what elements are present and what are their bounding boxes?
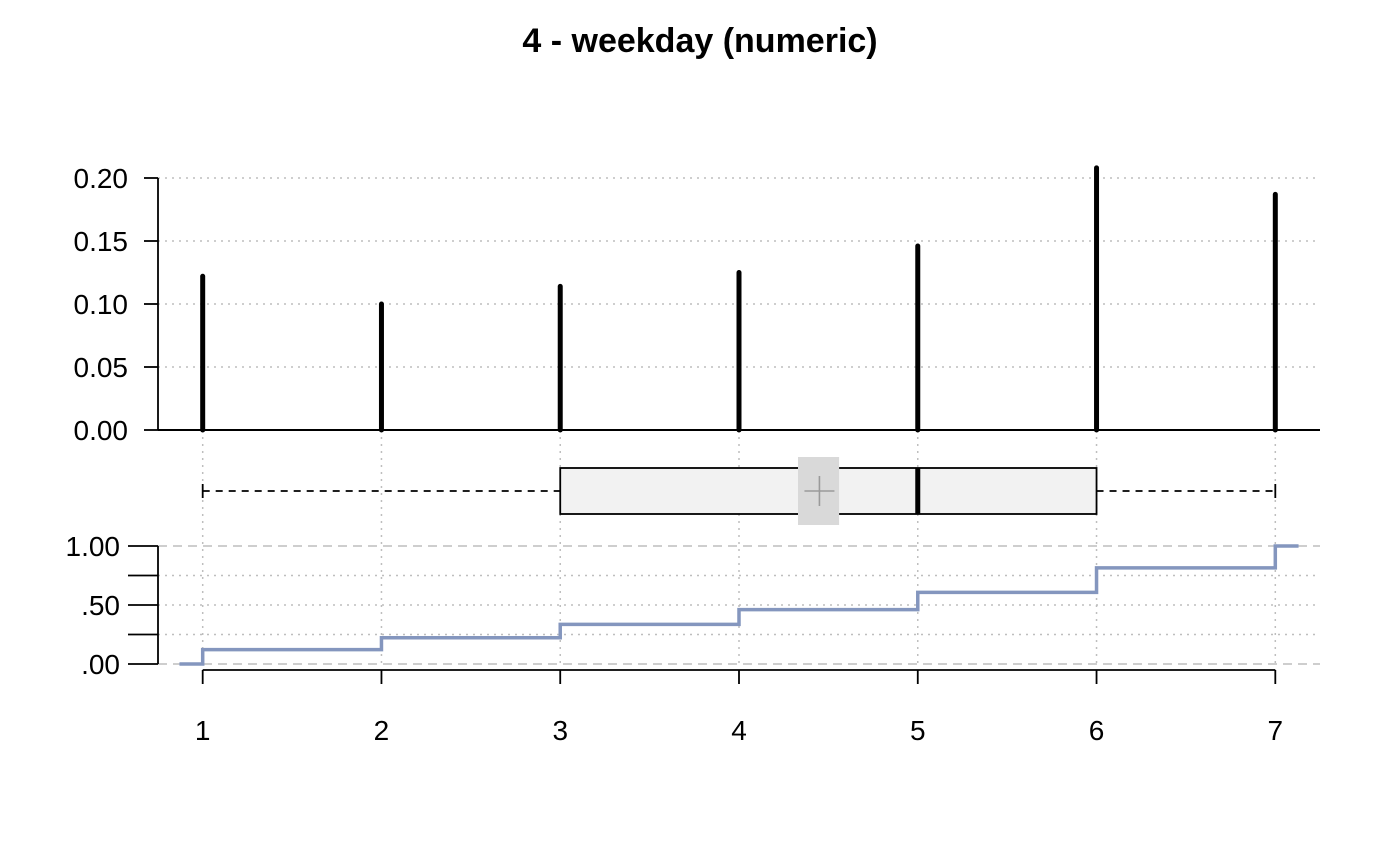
bar-y-tick-label: 0.00 bbox=[74, 415, 129, 446]
ecdf-layer bbox=[179, 544, 1299, 666]
boxplot-layer bbox=[201, 457, 1277, 525]
x-tick-label: 1 bbox=[195, 715, 211, 746]
bar-layer bbox=[158, 165, 1320, 433]
x-tick-label: 7 bbox=[1268, 715, 1284, 746]
x-tick-label: 6 bbox=[1089, 715, 1105, 746]
chart-title: 4 - weekday (numeric) bbox=[522, 22, 877, 60]
bar-y-tick-label: 0.10 bbox=[74, 289, 129, 320]
x-tick-label: 4 bbox=[731, 715, 747, 746]
bar-y-tick-label: 0.15 bbox=[74, 226, 129, 257]
x-tick-label: 3 bbox=[552, 715, 568, 746]
bar-y-tick-label: 0.05 bbox=[74, 352, 129, 383]
ecdf-y-tick-label: 1.00 bbox=[66, 531, 121, 562]
ecdf-step-line bbox=[179, 544, 1299, 666]
x-tick-label: 5 bbox=[910, 715, 926, 746]
ecdf-y-tick-label: .50 bbox=[81, 590, 120, 621]
axis-layer: 0.00 0.05 0.10 0.15 0.20 .00 .50 1.00 1 2 3 4 5 6 7 bbox=[66, 163, 1284, 746]
ecdf-y-tick-label: .00 bbox=[81, 649, 120, 680]
x-tick-label: 2 bbox=[374, 715, 390, 746]
bar-y-tick-label: 0.20 bbox=[74, 163, 129, 194]
